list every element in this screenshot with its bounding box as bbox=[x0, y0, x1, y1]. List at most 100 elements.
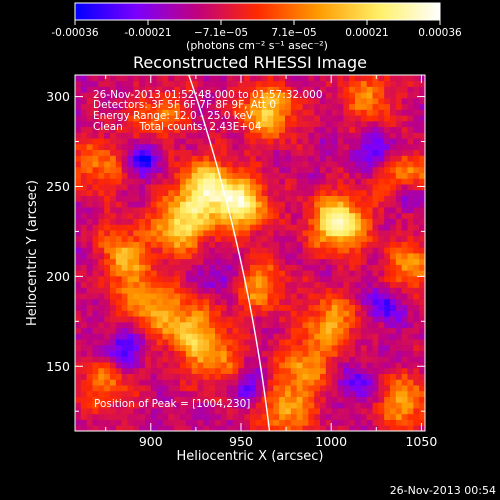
heatmap-cell bbox=[378, 235, 385, 242]
heatmap-cell bbox=[174, 224, 181, 231]
heatmap-cell bbox=[220, 339, 228, 346]
heatmap-cell bbox=[209, 218, 216, 225]
heatmap-cell bbox=[384, 379, 391, 386]
heatmap-cell bbox=[279, 155, 286, 162]
heatmap-cell bbox=[337, 103, 344, 110]
heatmap-cell bbox=[191, 339, 198, 346]
heatmap-cell bbox=[156, 155, 163, 162]
heatmap-cell bbox=[127, 304, 134, 311]
heatmap-cell bbox=[366, 258, 373, 265]
heatmap-cell bbox=[337, 86, 344, 93]
heatmap-cell bbox=[156, 258, 163, 265]
heatmap-cell bbox=[279, 281, 286, 288]
heatmap-cell bbox=[197, 92, 204, 99]
heatmap-cell bbox=[244, 298, 251, 306]
heatmap-cell bbox=[267, 396, 274, 403]
heatmap-cell bbox=[296, 235, 303, 242]
heatmap-cell bbox=[267, 258, 274, 265]
heatmap-cell bbox=[337, 138, 344, 145]
heatmap-cell bbox=[296, 138, 303, 145]
heatmap-cell bbox=[296, 201, 303, 208]
info-line-time: 26-Nov-2013 01:52:48.000 to 01:57:32.000 bbox=[93, 89, 323, 101]
heatmap-cell bbox=[215, 419, 222, 426]
heatmap-cell bbox=[75, 80, 82, 87]
heatmap-cell bbox=[419, 235, 425, 242]
heatmap-cell bbox=[180, 373, 187, 380]
heatmap-cell bbox=[238, 356, 245, 363]
heatmap-cell bbox=[273, 218, 280, 225]
heatmap-cell bbox=[267, 138, 274, 145]
heatmap-cell bbox=[197, 258, 204, 265]
heatmap-cell bbox=[104, 189, 111, 196]
heatmap-cell bbox=[110, 419, 117, 426]
heatmap-cell bbox=[343, 390, 350, 397]
heatmap-cell bbox=[86, 293, 93, 300]
heatmap-cell bbox=[407, 304, 414, 311]
heatmap-cell bbox=[320, 241, 327, 248]
heatmap-cell bbox=[360, 92, 368, 99]
heatmap-cell bbox=[331, 270, 338, 277]
heatmap-cell bbox=[156, 184, 163, 191]
heatmap-cell bbox=[372, 258, 379, 265]
heatmap-cell bbox=[104, 218, 111, 225]
heatmap-cell bbox=[197, 281, 204, 288]
heatmap-cell bbox=[104, 275, 111, 283]
heatmap-cell bbox=[255, 132, 263, 139]
heatmap-cell bbox=[215, 275, 222, 283]
heatmap-cell bbox=[232, 97, 239, 105]
heatmap-cell bbox=[226, 138, 233, 145]
heatmap-cell bbox=[162, 333, 169, 340]
heatmap-cell bbox=[110, 178, 117, 185]
heatmap-cell bbox=[150, 207, 158, 214]
heatmap-cell bbox=[145, 339, 152, 346]
heatmap-cell bbox=[215, 207, 222, 214]
heatmap-cell bbox=[372, 126, 379, 133]
heatmap-cell bbox=[80, 132, 88, 139]
heatmap-cell bbox=[250, 293, 257, 300]
heatmap-cell bbox=[92, 287, 99, 294]
heatmap-cell bbox=[343, 275, 350, 283]
heatmap-cell bbox=[232, 275, 239, 283]
heatmap-cell bbox=[407, 80, 414, 87]
heatmap-cell bbox=[331, 281, 338, 288]
heatmap-cell bbox=[226, 293, 233, 300]
heatmap-cell bbox=[80, 184, 88, 191]
heatmap-cell bbox=[355, 201, 362, 208]
heatmap-cell bbox=[331, 293, 338, 300]
heatmap-cell bbox=[104, 224, 111, 231]
heatmap-cell bbox=[325, 373, 333, 380]
heatmap-cell bbox=[168, 149, 175, 156]
heatmap-cell bbox=[308, 224, 315, 231]
heatmap-cell bbox=[139, 235, 146, 242]
heatmap-cell bbox=[220, 161, 228, 168]
heatmap-cell bbox=[115, 201, 123, 208]
heatmap-cell bbox=[366, 86, 373, 93]
heatmap-cell bbox=[285, 241, 292, 248]
heatmap-cell bbox=[203, 166, 210, 174]
heatmap-cell bbox=[279, 126, 286, 133]
heatmap-cell bbox=[191, 86, 198, 93]
heatmap-cell bbox=[133, 327, 140, 334]
heatmap-cell bbox=[314, 218, 321, 225]
heatmap-cell bbox=[366, 281, 373, 288]
heatmap-cell bbox=[139, 362, 146, 369]
heatmap-cell bbox=[378, 92, 385, 99]
heatmap-cell bbox=[360, 281, 368, 288]
heatmap-cell bbox=[162, 247, 169, 254]
heatmap-cell bbox=[384, 172, 391, 179]
heatmap-cell bbox=[372, 304, 379, 311]
heatmap-cell bbox=[203, 218, 210, 225]
heatmap-cell bbox=[133, 321, 140, 329]
heatmap-cell bbox=[407, 373, 414, 380]
heatmap-cell bbox=[343, 367, 350, 374]
heatmap-cell bbox=[203, 138, 210, 145]
heatmap-cell bbox=[156, 275, 163, 283]
heatmap-cell bbox=[80, 207, 88, 214]
heatmap-cell bbox=[220, 350, 228, 357]
heatmap-cell bbox=[325, 80, 333, 87]
heatmap-cell bbox=[261, 184, 268, 191]
heatmap-cell bbox=[139, 230, 146, 237]
heatmap-cell bbox=[331, 402, 338, 409]
heatmap-cell bbox=[308, 373, 315, 380]
